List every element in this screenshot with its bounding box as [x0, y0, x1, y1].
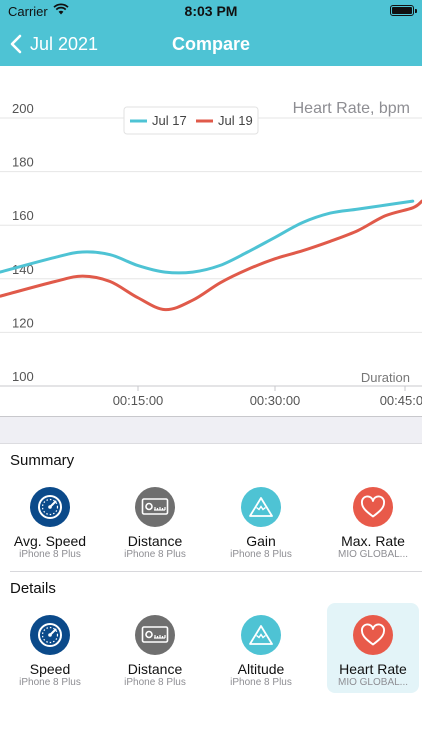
divider	[10, 571, 422, 572]
speedometer-icon	[30, 615, 70, 655]
chevron-left-icon	[10, 34, 22, 54]
tile-source: MIO GLOBAL...	[337, 677, 409, 688]
x-tick-label: 00:30:00	[250, 393, 301, 408]
y-tick-label: 180	[12, 155, 34, 170]
distance-icon	[135, 487, 175, 527]
tile-label: Distance	[127, 661, 183, 677]
tile-source: iPhone 8 Plus	[124, 549, 186, 560]
tile-label: Heart Rate	[339, 661, 407, 677]
summary-tile-distance[interactable]: Distance iPhone 8 Plus	[110, 475, 200, 565]
tile-label: Altitude	[237, 661, 285, 677]
details-heading: Details	[10, 580, 56, 597]
legend-box	[123, 106, 259, 135]
tile-source: iPhone 8 Plus	[230, 549, 292, 560]
tile-label: Speed	[29, 661, 71, 677]
tile-source: iPhone 8 Plus	[124, 677, 186, 688]
battery-icon	[390, 5, 417, 16]
chart-title: Heart Rate, bpm	[293, 100, 410, 117]
summary-tile-gain[interactable]: Gain iPhone 8 Plus	[216, 475, 306, 565]
heart-icon	[353, 615, 393, 655]
details-tile-heart-rate[interactable]: Heart Rate MIO GLOBAL...	[327, 603, 419, 693]
distance-icon	[135, 615, 175, 655]
wifi-icon	[53, 3, 69, 18]
series-line-2	[0, 199, 422, 312]
tile-source: iPhone 8 Plus	[19, 677, 81, 688]
summary-tiles: Avg. Speed iPhone 8 Plus Distance iPhone 8 …	[0, 475, 422, 565]
details-tile-altitude[interactable]: Altitude iPhone 8 Plus	[216, 603, 306, 693]
y-tick-label: 160	[12, 208, 34, 223]
series-line-1	[0, 199, 415, 275]
clock: 8:03 PM	[184, 3, 238, 19]
y-tick-label: 200	[12, 101, 34, 116]
x-tick-label: 00:45:00	[380, 393, 422, 408]
summary-tile-avg-speed[interactable]: Avg. Speed iPhone 8 Plus	[5, 475, 95, 565]
tile-source: iPhone 8 Plus	[19, 549, 81, 560]
y-tick-label: 100	[12, 369, 34, 384]
summary-tile-max-rate[interactable]: Max. Rate MIO GLOBAL...	[327, 475, 419, 565]
status-bar: Carrier 8:03 PM	[0, 0, 422, 22]
tile-label: Max. Rate	[341, 533, 405, 549]
section-separator	[0, 416, 422, 444]
tile-label: Gain	[246, 533, 276, 549]
tile-source: MIO GLOBAL...	[337, 549, 409, 560]
details-tile-speed[interactable]: Speed iPhone 8 Plus	[5, 603, 95, 693]
legend-label-2: Jul 19	[218, 113, 253, 128]
back-button[interactable]: Jul 2021	[10, 30, 98, 58]
summary-heading: Summary	[10, 452, 75, 469]
page-title: Compare	[171, 34, 251, 54]
x-axis-label: Duration	[361, 370, 410, 385]
speedometer-icon	[30, 487, 70, 527]
tile-label: Distance	[127, 533, 183, 549]
tile-label: Avg. Speed	[13, 533, 87, 549]
y-tick-label: 120	[12, 315, 34, 330]
tile-source: iPhone 8 Plus	[230, 677, 292, 688]
heart-icon	[353, 487, 393, 527]
back-button-label: Jul 2021	[30, 33, 99, 54]
x-tick-label: 00:15:00	[113, 393, 164, 408]
heart-rate-chart[interactable]: 100 120 140 160 180 200 00:15:00 00:30:00 00:45:…	[0, 66, 422, 416]
nav-bar: Jul 2021 Compare	[0, 22, 422, 66]
legend-label-1: Jul 17	[152, 113, 187, 128]
mountain-icon	[241, 615, 281, 655]
details-tile-distance[interactable]: Distance iPhone 8 Plus	[110, 603, 200, 693]
carrier-label: Carrier	[8, 4, 48, 19]
mountain-icon	[241, 487, 281, 527]
details-tiles: Speed iPhone 8 Plus Distance iPhone 8 Plus A…	[0, 603, 422, 693]
